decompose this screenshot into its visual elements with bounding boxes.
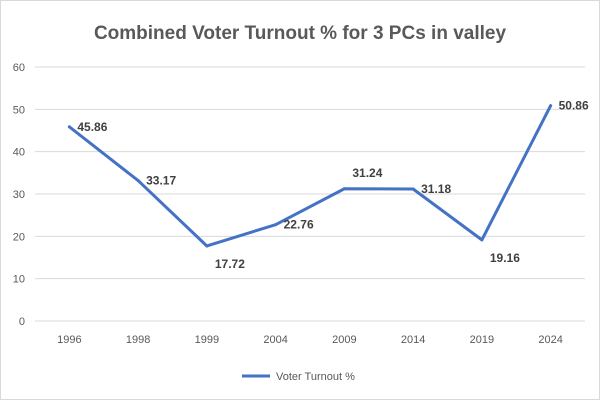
- data-label: 31.18: [421, 182, 451, 196]
- y-tick-label: 30: [13, 189, 25, 201]
- y-axis-ticks: 0 10 20 30 40 50 60: [13, 62, 25, 328]
- x-tick-label: 2004: [263, 334, 287, 346]
- x-tick-label: 2009: [332, 334, 356, 346]
- grid-layer: [35, 66, 585, 322]
- data-point: [480, 238, 484, 242]
- y-tick-label: 50: [13, 104, 25, 116]
- series-line: [67, 104, 553, 248]
- x-tick-label: 2019: [470, 334, 494, 346]
- data-point: [205, 244, 209, 248]
- data-label: 50.86: [559, 99, 589, 113]
- data-label: 22.76: [284, 218, 314, 232]
- data-label: 33.17: [146, 174, 176, 188]
- x-tick-label: 2024: [538, 334, 562, 346]
- data-label: 31.24: [352, 166, 382, 180]
- x-tick-label: 1999: [195, 334, 219, 346]
- legend: Voter Turnout %: [242, 371, 355, 383]
- x-tick-label: 2014: [401, 334, 425, 346]
- chart-title: Combined Voter Turnout % for 3 PCs in va…: [94, 23, 507, 44]
- y-tick-label: 40: [13, 147, 25, 159]
- data-label: 45.86: [77, 120, 107, 134]
- data-point: [136, 179, 140, 183]
- y-tick-label: 0: [19, 316, 25, 328]
- series-layer: [67, 104, 553, 248]
- data-point: [549, 104, 553, 108]
- data-point: [342, 187, 346, 191]
- y-tick-label: 10: [13, 274, 25, 286]
- data-labels: 45.86 33.17 17.72 22.76 31.24 31.18 19.16 50.86: [77, 99, 589, 271]
- data-point: [411, 187, 415, 191]
- y-tick-label: 60: [13, 62, 25, 74]
- data-point: [274, 223, 278, 227]
- x-tick-label: 1996: [57, 334, 81, 346]
- legend-label: Voter Turnout %: [276, 371, 355, 383]
- x-tick-label: 1998: [126, 334, 150, 346]
- x-axis-ticks: 1996 1998 1999 2004 2009 2014 2019 2024: [57, 334, 563, 346]
- data-point: [67, 125, 71, 129]
- y-tick-label: 20: [13, 231, 25, 243]
- data-label: 17.72: [215, 257, 245, 271]
- data-label: 19.16: [490, 251, 520, 265]
